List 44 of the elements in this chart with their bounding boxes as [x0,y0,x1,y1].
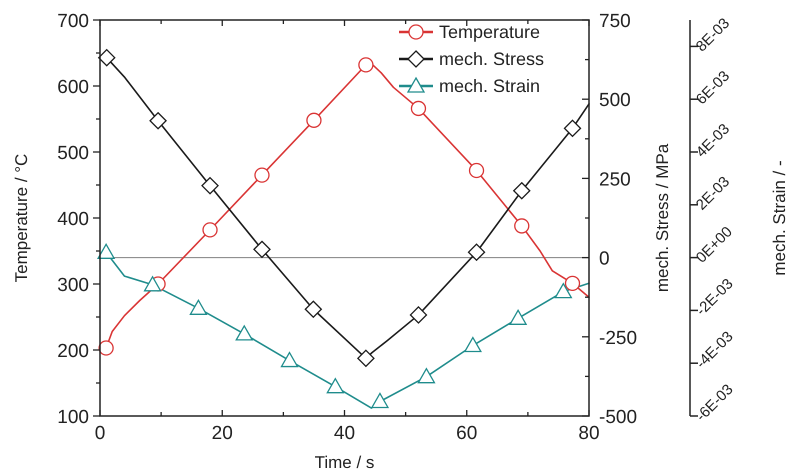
legend-label: mech. Strain [439,76,540,96]
x-tick-label: 20 [212,423,233,444]
x-tick-label: 80 [578,423,600,444]
point [149,112,167,130]
x-tick-label: 0 [94,423,106,444]
legend-label: mech. Stress [439,49,544,69]
point [254,167,270,183]
x-axis-title: Time / s [314,453,374,472]
y-tick-label: 300 [57,275,89,296]
x-tick-label: 40 [334,423,356,444]
y2-tick-label: 500 [599,90,631,112]
point [253,240,271,258]
point [201,177,219,194]
point [564,120,582,137]
point [358,57,374,73]
legend-label: Temperature [439,22,540,42]
y-tick-label: 400 [57,209,89,230]
y2-tick-label: -500 [599,407,638,428]
point [98,340,114,356]
point [202,222,218,238]
y-tick-label: 200 [57,341,89,362]
point [468,162,484,178]
y2-tick-label: 0 [599,248,610,270]
point [468,244,486,261]
point [98,49,116,66]
point [304,300,322,318]
x-tick-label: 60 [456,423,478,444]
point [410,100,426,116]
y-axis-title: Temperature / °C [12,154,31,282]
point [564,276,580,291]
y2-tick-label: 750 [599,11,631,32]
point [306,112,322,128]
y2-axis-title: mech. Stress / MPa [653,143,672,292]
y2-tick-label: -250 [599,328,638,349]
y2-tick-label: 250 [599,169,631,190]
y-tick-label: 700 [57,11,89,32]
point [513,182,530,200]
y-tick-label: 600 [57,77,89,98]
point [514,218,530,234]
y3-axis-title: mech. Strain / - [770,160,789,276]
point [357,350,375,367]
point [410,306,428,324]
y-tick-label: 100 [57,407,89,428]
y-tick-label: 500 [57,143,89,164]
